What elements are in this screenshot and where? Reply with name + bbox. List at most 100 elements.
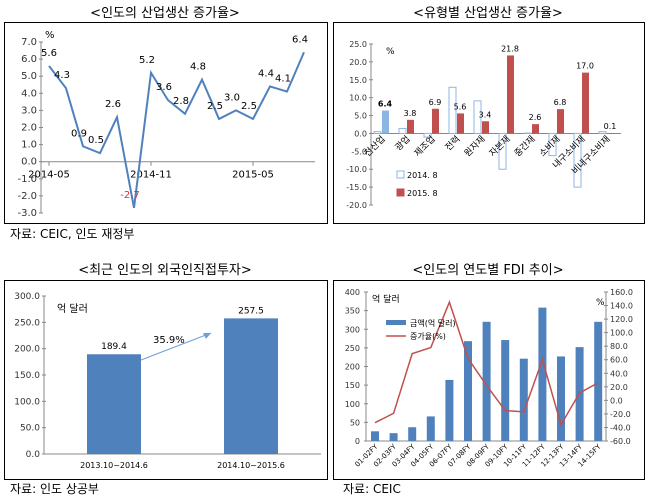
legend-label: 2014. 8 (407, 171, 438, 180)
y-left-tick-label: 50 (350, 418, 360, 427)
y-tick-label: 100.0 (14, 397, 40, 407)
y-tick-label: 6.0 (21, 54, 37, 65)
bar (408, 427, 416, 441)
data-label: 3.4 (479, 110, 492, 119)
y-tick-label: 1.0 (21, 140, 37, 151)
y-left-tick-label: 200 (345, 363, 360, 372)
y-right-tick-label: -60.0 (610, 437, 631, 446)
y-left-tick-label: 300 (345, 325, 360, 334)
x-category-label: 원자재 (462, 134, 487, 159)
chart1-title: <인도의 산업생산 증가율> (4, 2, 326, 21)
chart3-source: 자료: 인도 상공부 (10, 480, 99, 497)
y-tick-label: 7.0 (21, 37, 37, 48)
data-label: 3.0 (224, 92, 240, 103)
chart3-title: <최근 인도의 외국인직접투자> (4, 259, 326, 278)
y-tick-label: -3.0 (17, 208, 37, 219)
bar (594, 322, 602, 441)
bar (87, 354, 141, 454)
y-tick-label: 150.0 (14, 371, 40, 381)
data-label: 6.4 (378, 100, 393, 109)
bar-2015 (507, 55, 514, 133)
bar-2015 (482, 121, 489, 133)
legend-swatch (397, 189, 404, 196)
bar-2015 (407, 120, 414, 134)
x-category-label: 광업 (392, 133, 412, 153)
bar (445, 380, 453, 441)
data-label: 4.3 (54, 70, 70, 81)
data-label: 0.1 (604, 122, 617, 131)
y-left-tick-label: 100 (345, 400, 360, 409)
y-left-tick-label: 150 (345, 381, 360, 390)
y-right-tick-label: -20.0 (610, 410, 631, 419)
bar (538, 308, 546, 441)
bar (390, 433, 398, 441)
x-category-label: 2014.10~2015.6 (217, 461, 285, 470)
x-tick-label: 2015-05 (232, 170, 274, 181)
y-tick-label: 50.0 (20, 424, 40, 434)
data-label: 2.8 (173, 96, 189, 107)
data-label: -2.7 (120, 190, 140, 201)
bar-2014 (599, 132, 606, 134)
data-label: 4.8 (190, 62, 206, 73)
data-label: 4.4 (258, 68, 274, 79)
data-label: 2.6 (105, 99, 121, 110)
y-right-tick-label: 20.0 (610, 383, 628, 392)
y-left-tick-label: 0 (355, 437, 360, 446)
data-label: 3.8 (404, 109, 417, 118)
chart4-source: 자료: CEIC (343, 480, 401, 497)
y-tick-label: 20.0 (349, 58, 367, 67)
y-left-tick-label: 400 (345, 288, 360, 297)
y-tick-label: 5.0 (21, 71, 37, 82)
unit-left: 억 달러 (372, 293, 400, 305)
data-label: 6.9 (429, 98, 442, 107)
bar-2015 (582, 73, 589, 134)
data-label: 0.5 (88, 135, 104, 146)
y-tick-label: 0.0 (26, 450, 41, 460)
y-tick-label: 5.0 (354, 112, 367, 121)
data-label: 189.4 (101, 342, 127, 352)
y-left-tick-label: 250 (345, 344, 360, 353)
y-tick-label: 0.0 (354, 129, 367, 138)
x-tick-label: 2014-11 (130, 170, 172, 181)
y-right-tick-label: 160.0 (610, 288, 633, 297)
data-label: 21.8 (501, 44, 519, 53)
x-tick-label: 2014-05 (28, 170, 70, 181)
y-tick-label: 300.0 (14, 292, 40, 302)
legend-swatch (397, 171, 404, 178)
x-category-label: 2013.10~2014.6 (80, 461, 148, 470)
bar-2014 (374, 132, 381, 134)
chart1-source: 자료: CEIC, 인도 재정부 (10, 225, 134, 242)
chart4-title: <인도의 연도별 FDI 추이> (333, 259, 643, 278)
x-category-label: 전력 (442, 133, 462, 153)
legend-swatch-bar (386, 320, 406, 325)
bar (501, 340, 509, 441)
y-tick-label: 200.0 (14, 345, 40, 355)
y-tick-label: 2.0 (21, 123, 37, 134)
y-tick-label: 25.0 (349, 40, 367, 49)
y-tick-label: -15.0 (346, 183, 367, 192)
legend-label: 증가율(%) (410, 332, 446, 341)
y-tick-label: -20.0 (346, 201, 367, 210)
y-right-tick-label: 80.0 (610, 342, 628, 351)
growth-annotation: 35.9% (153, 335, 185, 346)
unit-label: % (386, 47, 395, 57)
y-tick-label: -10.0 (346, 165, 367, 174)
bar (371, 431, 379, 441)
bar-2015 (557, 109, 564, 133)
y-right-tick-label: 120.0 (610, 315, 633, 324)
data-label: 5.2 (139, 55, 155, 66)
unit-label: 억 달러 (57, 303, 88, 315)
data-label: 5.6 (454, 102, 467, 111)
data-label: 4.1 (275, 74, 291, 85)
y-right-tick-label: -40.0 (610, 423, 631, 432)
x-category-label: 중간재 (512, 134, 537, 159)
data-label: 6.4 (292, 34, 308, 45)
y-tick-label: 4.0 (21, 88, 37, 99)
legend-label: 2015. 8 (407, 189, 438, 198)
y-right-tick-label: 60.0 (610, 356, 628, 365)
y-tick-label: -2.0 (17, 191, 37, 202)
bar-2015 (382, 111, 389, 134)
y-tick-label: 10.0 (349, 94, 367, 103)
